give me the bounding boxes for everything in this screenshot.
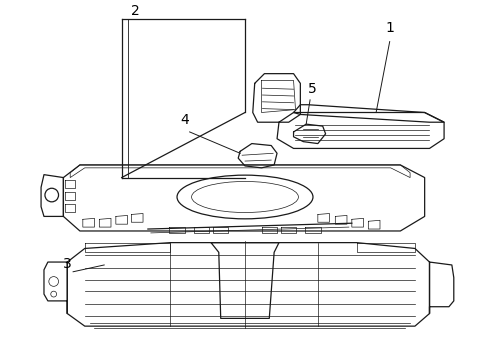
Text: 3: 3 (63, 257, 72, 271)
Text: 2: 2 (131, 4, 140, 18)
Text: 1: 1 (386, 21, 394, 35)
Text: 5: 5 (308, 82, 317, 96)
Text: 4: 4 (180, 113, 189, 127)
